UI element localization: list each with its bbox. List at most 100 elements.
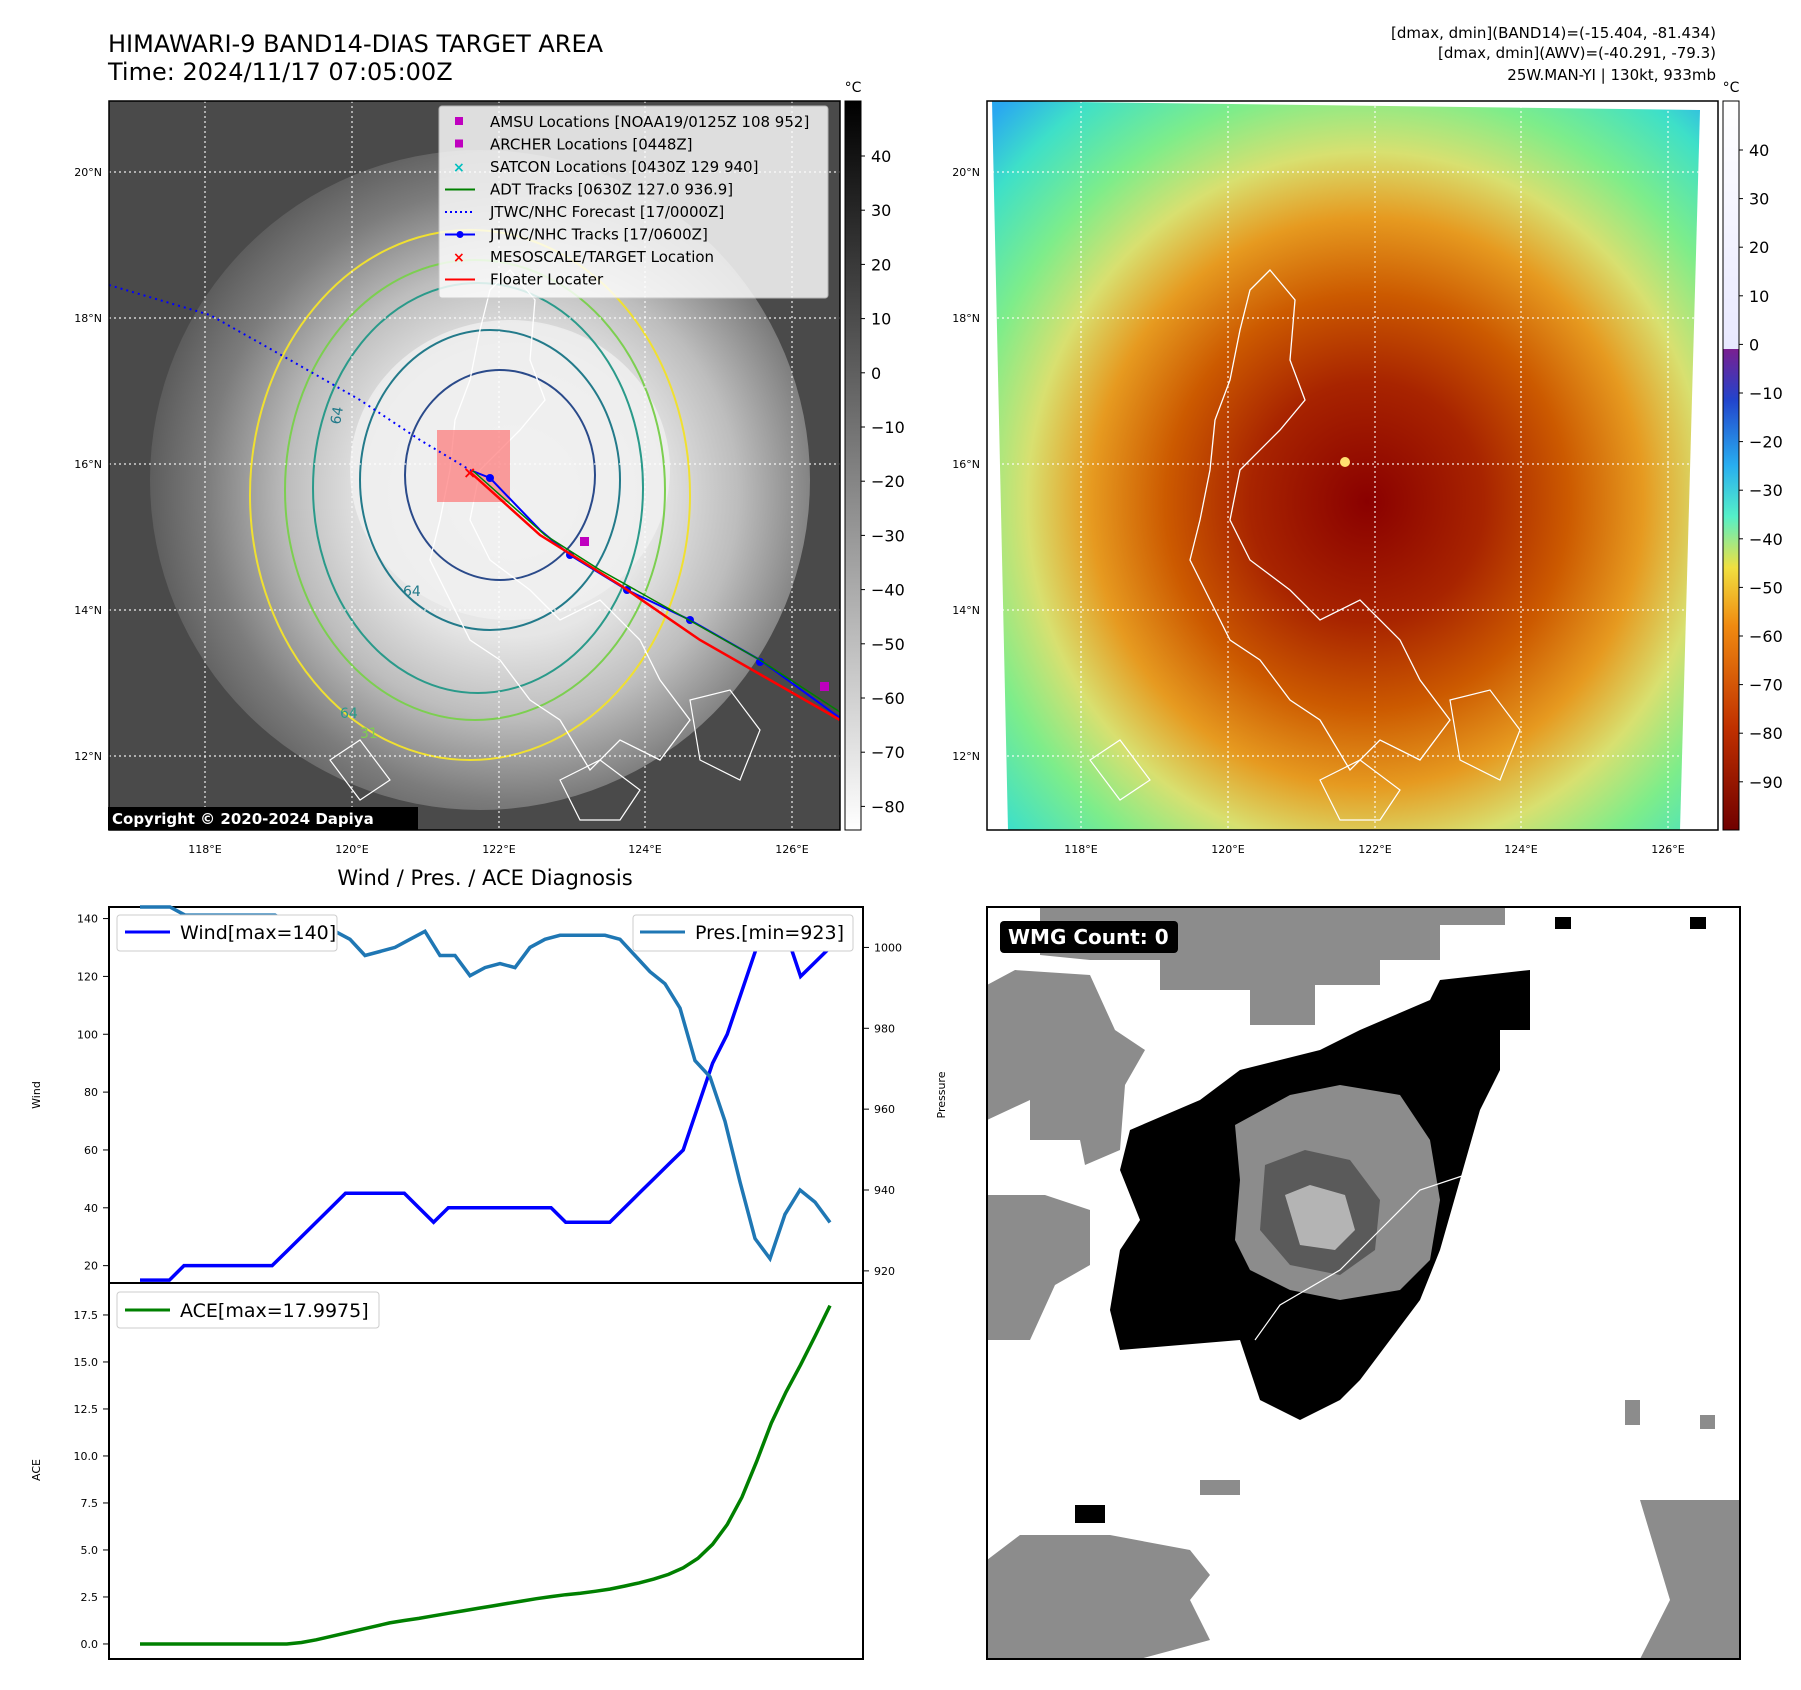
amsu-marker xyxy=(820,682,829,691)
contour-label: 64 xyxy=(328,405,347,425)
colorbar-tick: 40 xyxy=(1749,141,1769,160)
right-map-lon-labels: 118°E 120°E 122°E 124°E 126°E xyxy=(1064,843,1684,856)
contour-label: 64 xyxy=(403,584,421,600)
wmg-black-ring xyxy=(1075,917,1706,1523)
ace-tick-label: 15.0 xyxy=(74,1356,99,1369)
svg-text:120°E: 120°E xyxy=(1211,843,1244,856)
contour-label: 64 xyxy=(340,706,358,722)
svg-text:×: × xyxy=(453,160,465,176)
legend-label: ADT Tracks [0630Z 127.0 936.9] xyxy=(490,181,733,199)
wind-axis-label: Wind xyxy=(30,1081,43,1109)
svg-text:16°N: 16°N xyxy=(74,458,102,471)
color-colorbar: °C 40 30 20 10 0 −10 −20 −30 −40 −50 −60 −70 −80 −90 xyxy=(1722,80,1783,831)
ace-tick-label: 7.5 xyxy=(81,1497,99,1510)
svg-text:20°N: 20°N xyxy=(74,166,102,179)
wind-tick-label: 60 xyxy=(84,1144,98,1157)
pressure-tick-label: 980 xyxy=(874,1022,895,1035)
map-title: HIMAWARI-9 BAND14-DIAS TARGET AREA xyxy=(108,30,604,58)
colorbar-tick: −20 xyxy=(1749,433,1783,452)
wind-tick-label: 140 xyxy=(77,913,98,926)
wind-tick-label: 100 xyxy=(77,1028,98,1041)
colorbar-tick: 0 xyxy=(1749,335,1759,354)
info-line-1: [dmax, dmin](BAND14)=(-15.404, -81.434) xyxy=(1391,24,1716,42)
wmg-panel: WMG Count: 0 xyxy=(986,906,1741,1660)
legend-item: AMSU Locations [NOAA19/0125Z 108 952] xyxy=(455,113,809,131)
legend-label: JTWC/NHC Forecast [17/0000Z] xyxy=(489,203,724,221)
legend-item: × MESOSCALE/TARGET Location xyxy=(453,248,714,266)
colorbar-tick: 30 xyxy=(871,201,891,220)
color-enhanced-map xyxy=(986,100,1719,831)
svg-text:°C: °C xyxy=(1723,80,1740,96)
colorbar-tick: −40 xyxy=(1749,530,1783,549)
colorbar-tick: 10 xyxy=(1749,287,1769,306)
svg-text:122°E: 122°E xyxy=(482,843,515,856)
colorbar-tick: −60 xyxy=(1749,627,1783,646)
legend-label: MESOSCALE/TARGET Location xyxy=(490,248,714,266)
copyright-box xyxy=(108,807,418,830)
ace-tick-label: 10.0 xyxy=(74,1450,99,1463)
svg-text:126°E: 126°E xyxy=(775,843,808,856)
svg-text:120°E: 120°E xyxy=(335,843,368,856)
pressure-tick-label: 920 xyxy=(874,1265,895,1278)
pressure-tick-label: 940 xyxy=(874,1184,895,1197)
svg-text:12°N: 12°N xyxy=(952,750,980,763)
wmg-count-box xyxy=(1000,921,1178,953)
ace-legend: ACE[max=17.9975] xyxy=(180,1300,369,1322)
ace-tick-label: 2.5 xyxy=(81,1591,99,1604)
svg-text:118°E: 118°E xyxy=(188,843,221,856)
svg-text:118°E: 118°E xyxy=(1064,843,1097,856)
info-line-3: 25W.MAN-YI | 130kt, 933mb xyxy=(1507,66,1716,84)
pressure-tick-label: 1000 xyxy=(874,941,902,954)
archer-marker xyxy=(580,537,589,546)
colorbar-tick: 20 xyxy=(871,255,891,274)
pressure-tick-label: 960 xyxy=(874,1103,895,1116)
left-map-lat-labels: 20°N 18°N 16°N 14°N 12°N xyxy=(74,166,102,763)
colorbar-tick: −80 xyxy=(871,797,905,816)
colorbar-tick: −30 xyxy=(1749,481,1783,500)
svg-text:°C: °C xyxy=(845,80,862,96)
wind-tick-label: 40 xyxy=(84,1202,98,1215)
grayscale-ir-map: × 64 64 64 31 Copyright © 2020-2024 Dapi… xyxy=(108,100,841,831)
svg-text:14°N: 14°N xyxy=(74,604,102,617)
map-legend: AMSU Locations [NOAA19/0125Z 108 952] ARC… xyxy=(438,105,829,299)
ace-tick-label: 12.5 xyxy=(74,1403,99,1416)
legend-label: AMSU Locations [NOAA19/0125Z 108 952] xyxy=(490,113,809,131)
colorbar-tick: −80 xyxy=(1749,724,1783,743)
wind-tick-label: 80 xyxy=(84,1086,98,1099)
left-map-lon-labels: 118°E 120°E 122°E 124°E 126°E xyxy=(188,843,808,856)
svg-text:122°E: 122°E xyxy=(1358,843,1391,856)
colorbar-tick: −40 xyxy=(871,581,905,600)
colorbar-tick: 30 xyxy=(1749,190,1769,209)
svg-text:14°N: 14°N xyxy=(952,604,980,617)
svg-text:×: × xyxy=(453,250,465,266)
series-ace-line xyxy=(140,1304,832,1646)
ace-tick-label: 17.5 xyxy=(74,1309,99,1322)
contour-navy xyxy=(404,369,596,581)
colorbar-tick: −50 xyxy=(1749,578,1783,597)
svg-text:16°N: 16°N xyxy=(952,458,980,471)
colorbar-tick: −70 xyxy=(871,743,905,762)
wind-pressure-chart: 20 40 60 80 100 120 140 920 940 960 980 1000 Wind P… xyxy=(30,905,948,1284)
legend-item: Floater Locater xyxy=(445,271,604,289)
map-grid-right xyxy=(987,101,1718,830)
ace-axis-label: ACE xyxy=(30,1459,43,1481)
svg-text:124°E: 124°E xyxy=(1504,843,1537,856)
colorbar-tick: −50 xyxy=(871,635,905,654)
colorbar-tick: −10 xyxy=(1749,384,1783,403)
colorbar-tick: −60 xyxy=(871,689,905,708)
colorbar-tick: −70 xyxy=(1749,676,1783,695)
svg-text:124°E: 124°E xyxy=(628,843,661,856)
diagnosis-title: Wind / Pres. / ACE Diagnosis xyxy=(337,866,632,890)
legend-label: JTWC/NHC Tracks [17/0600Z] xyxy=(489,226,708,244)
wind-legend: Wind[max=140] xyxy=(180,922,336,944)
legend-label: Floater Locater xyxy=(490,271,604,289)
floater-track xyxy=(469,471,840,722)
legend-item: ARCHER Locations [0448Z] xyxy=(455,136,693,154)
wind-tick-label: 20 xyxy=(84,1260,98,1273)
right-map-lat-labels: 20°N 18°N 16°N 14°N 12°N xyxy=(952,166,980,763)
legend-label: ARCHER Locations [0448Z] xyxy=(490,136,693,154)
svg-text:12°N: 12°N xyxy=(74,750,102,763)
adt-track xyxy=(471,469,840,713)
legend-item: × SATCON Locations [0430Z 129 940] xyxy=(453,158,758,176)
